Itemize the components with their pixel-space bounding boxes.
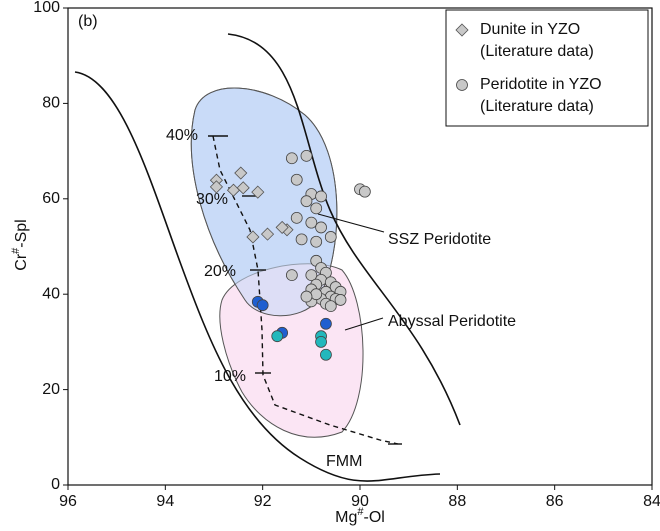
- y-tick-label: 40: [42, 285, 60, 302]
- circle-marker: [315, 335, 327, 348]
- y-tick-label: 60: [42, 190, 60, 207]
- circle-marker: [305, 269, 318, 282]
- diamond-marker: [246, 230, 260, 244]
- annotation: SSZ Peridotite: [388, 231, 491, 248]
- y-tick-label: 20: [42, 381, 60, 398]
- panel-label: (b): [78, 13, 98, 30]
- marks: [209, 23, 469, 361]
- x-tick-label: 84: [643, 493, 660, 510]
- x-tick-label: 90: [351, 493, 369, 510]
- diamond-marker: [260, 227, 275, 241]
- circle-marker: [305, 216, 318, 229]
- annotation: FMM: [326, 453, 362, 470]
- x-tick-label: 86: [546, 493, 564, 510]
- circle-marker: [358, 185, 371, 198]
- circle-marker: [300, 290, 313, 303]
- annotation: 20%: [204, 263, 236, 280]
- diamond-marker: [234, 166, 248, 180]
- circle-marker: [334, 294, 347, 306]
- annotation: 40%: [166, 127, 198, 144]
- circle-marker: [310, 288, 323, 301]
- mantle-array-right: [227, 33, 461, 426]
- x-tick-label: 96: [59, 493, 77, 510]
- y-tick-label: 80: [42, 95, 60, 112]
- circle-marker: [300, 149, 313, 162]
- circle-marker: [271, 330, 284, 343]
- circle-marker: [324, 231, 337, 243]
- circle-marker: [310, 235, 323, 248]
- y-axis-label: Cr#-Spl: [10, 219, 30, 270]
- annotation: 30%: [196, 191, 228, 208]
- melting-trend: [212, 135, 399, 445]
- annotation: Abyssal Peridotite: [388, 313, 516, 330]
- x-tick-label: 92: [254, 493, 272, 510]
- circle-marker: [456, 79, 468, 91]
- leader-line: [344, 317, 384, 331]
- legend-label: Dunite in YZO (Literature data): [480, 21, 594, 60]
- circle-marker: [300, 195, 313, 208]
- circle-marker: [324, 300, 337, 313]
- legend-label: Peridotite in YZO (Literature data): [480, 76, 606, 115]
- circle-marker: [290, 211, 303, 224]
- diamond-marker: [275, 220, 289, 234]
- mantle-array-left: [74, 71, 441, 482]
- circle-marker: [290, 173, 303, 186]
- circle-marker: [310, 202, 323, 215]
- annotation: 10%: [214, 368, 246, 385]
- circle-marker: [295, 233, 308, 246]
- y-tick-label: 100: [33, 0, 60, 16]
- circle-marker: [320, 348, 332, 361]
- diamond-marker: [251, 185, 265, 199]
- circle-marker: [320, 317, 332, 330]
- x-tick-label: 94: [156, 493, 174, 510]
- circle-marker: [256, 299, 269, 312]
- diamond-marker: [236, 181, 250, 195]
- leader-line: [317, 213, 385, 233]
- x-tick-label: 88: [448, 493, 466, 510]
- circle-marker: [315, 221, 327, 234]
- x-axis-label: Mg#-Ol: [335, 506, 385, 526]
- legend-box: [445, 9, 649, 127]
- circle-marker: [285, 152, 298, 165]
- circle-marker: [285, 269, 298, 282]
- y-tick-label: 0: [51, 476, 60, 493]
- circle-marker: [315, 190, 327, 203]
- diamond-marker: [209, 180, 223, 194]
- diamond-marker: [455, 23, 469, 37]
